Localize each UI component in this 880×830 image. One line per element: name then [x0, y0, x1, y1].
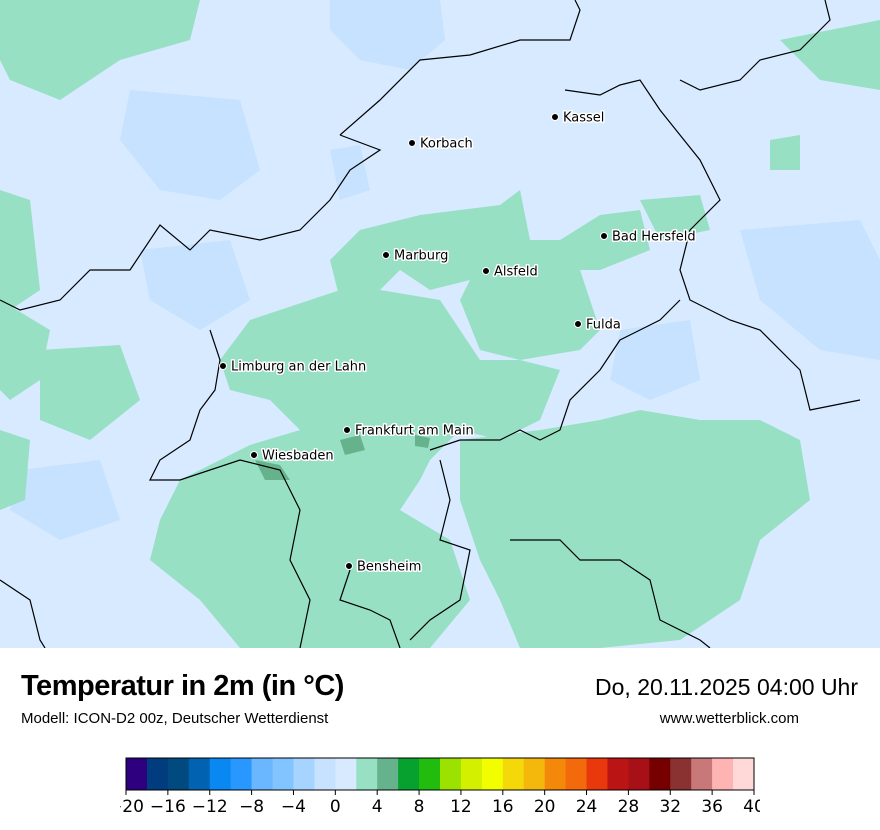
city-label: Frankfurt am Main — [355, 424, 474, 439]
mild-patches — [0, 0, 880, 648]
legend-color-bin — [691, 758, 713, 790]
legend-color-bin — [544, 758, 567, 790]
legend-color-bin — [209, 758, 232, 790]
forecast-datetime: Do, 20.11.2025 04:00 Uhr — [595, 674, 858, 700]
city-label: Bensheim — [357, 560, 421, 575]
legend-color-bin — [712, 758, 734, 790]
legend-color-bin — [146, 758, 169, 790]
legend-color-bin — [502, 758, 525, 790]
region-borders — [0, 0, 861, 648]
legend-color-bin — [272, 758, 294, 790]
warm-patches — [255, 435, 430, 480]
legend-tick-label: 4 — [372, 797, 383, 817]
city-dot-icon — [600, 232, 608, 240]
legend-tick-label: 24 — [576, 797, 598, 817]
legend-tick-label: 40 — [743, 797, 760, 817]
city-dot-icon — [382, 251, 390, 259]
legend-tick-label: 28 — [618, 797, 640, 817]
city-dot-icon — [408, 139, 416, 147]
city-limburg-an-der-lahn: Limburg an der Lahn — [219, 358, 368, 376]
legend-color-bin — [607, 758, 629, 790]
city-label: Fulda — [586, 318, 621, 333]
city-fulda: Fulda — [574, 316, 622, 334]
legend-tick-label: 8 — [414, 797, 425, 817]
legend-color-bin — [649, 758, 671, 790]
city-frankfurt-am-main: Frankfurt am Main — [343, 422, 475, 440]
legend-color-bin — [586, 758, 608, 790]
city-dot-icon — [574, 320, 582, 328]
city-dot-icon — [250, 451, 258, 459]
temperature-map: Kassel Korbach Bad Hersfeld Marburg Alsfeld F… — [0, 0, 880, 648]
city-label: Wiesbaden — [262, 449, 334, 464]
legend-color-bin — [440, 758, 462, 790]
legend-tick-label: 12 — [450, 797, 472, 817]
map-title: Temperatur in 2m (in °C) — [21, 670, 344, 702]
city-bad-hersfeld: Bad Hersfeld — [600, 228, 697, 246]
city-label: Kassel — [563, 111, 604, 126]
legend-color-bin — [314, 758, 336, 790]
legend-tick-label: 20 — [534, 797, 556, 817]
legend-color-bin — [419, 758, 441, 790]
city-dot-icon — [343, 426, 351, 434]
city-korbach: Korbach — [408, 135, 474, 153]
legend-color-bin — [523, 758, 546, 790]
legend-tick-label: −8 — [239, 797, 264, 817]
model-source: Modell: ICON-D2 00z, Deutscher Wetterdie… — [21, 710, 329, 727]
city-alsfeld: Alsfeld — [482, 263, 539, 281]
city-dot-icon — [551, 113, 559, 121]
color-scale-legend: −20 −16 −12 −8 −4 0 4 8 12 16 20 24 28 32 36 40 — [120, 757, 760, 817]
legend-tick-label: 36 — [701, 797, 723, 817]
legend-color-bin — [670, 758, 692, 790]
legend-color-bin — [460, 758, 483, 790]
city-dot-icon — [482, 267, 490, 275]
city-label: Limburg an der Lahn — [231, 360, 366, 375]
city-marburg: Marburg — [382, 247, 450, 265]
city-markers: Kassel Korbach Bad Hersfeld Marburg Alsfeld F… — [219, 109, 697, 576]
legend-color-bin — [733, 758, 755, 790]
city-dot-icon — [219, 362, 227, 370]
legend-tick-label: −4 — [281, 797, 306, 817]
legend-color-bin — [230, 758, 253, 790]
legend-tick-label: −12 — [192, 797, 228, 817]
city-dot-icon — [345, 562, 353, 570]
legend-tick-label: 16 — [492, 797, 514, 817]
legend-color-bin — [628, 758, 650, 790]
city-bensheim: Bensheim — [345, 558, 423, 576]
legend-color-bin — [481, 758, 504, 790]
city-label: Korbach — [420, 137, 473, 152]
city-kassel: Kassel — [551, 109, 606, 127]
city-label: Bad Hersfeld — [612, 230, 696, 245]
legend-color-bin — [126, 758, 148, 790]
legend-tick-label: 0 — [330, 797, 341, 817]
legend-tick-label: −20 — [120, 797, 144, 817]
cold-patches — [10, 0, 880, 540]
legend-color-bin — [565, 758, 588, 790]
city-label: Marburg — [394, 249, 448, 264]
legend-color-bin — [251, 758, 274, 790]
legend-frame — [125, 757, 755, 791]
website-link[interactable]: www.wetterblick.com — [659, 710, 799, 727]
city-wiesbaden: Wiesbaden — [250, 447, 335, 465]
city-label: Alsfeld — [494, 265, 538, 280]
legend-tick-label: −16 — [150, 797, 186, 817]
legend-color-bin — [293, 758, 315, 790]
legend-color-bin — [188, 758, 211, 790]
legend-color-bin — [335, 758, 357, 790]
legend-color-bin — [398, 758, 420, 790]
legend-tick-label: 32 — [659, 797, 681, 817]
legend-color-bin — [167, 758, 190, 790]
legend-color-bin — [377, 758, 399, 790]
legend-color-bin — [356, 758, 378, 790]
